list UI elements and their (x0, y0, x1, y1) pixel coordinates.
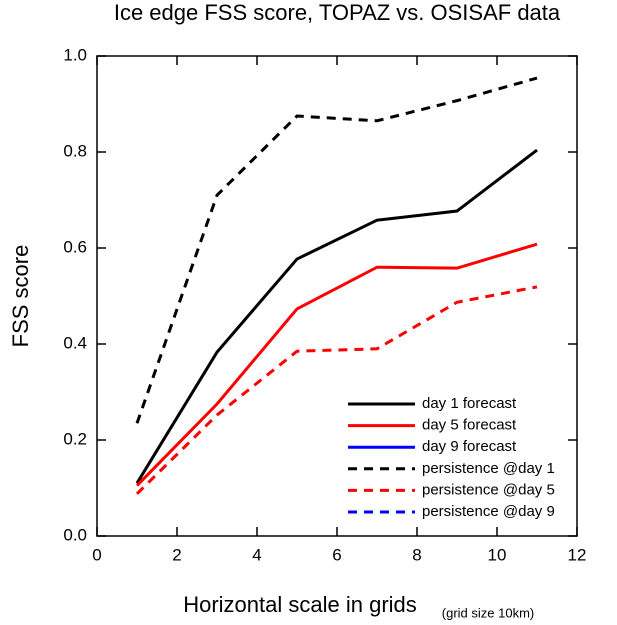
y-tick-label: 1.0 (63, 45, 87, 64)
series-line (135, 285, 538, 495)
x-tick-label: 12 (568, 545, 587, 564)
y-tick-label: 0.0 (63, 525, 87, 544)
x-tick-label: 6 (332, 545, 341, 564)
legend-label: persistence @day 9 (422, 503, 555, 520)
x-tick-label: 4 (252, 545, 261, 564)
x-axis-label: Horizontal scale in grids (183, 592, 417, 617)
series-line (135, 148, 538, 484)
x-tick-label: 8 (412, 545, 421, 564)
x-axis-note: (grid size 10km) (442, 605, 534, 620)
y-axis-label: FSS score (8, 245, 33, 348)
legend-label: persistence @day 1 (422, 460, 555, 477)
x-tick-label: 10 (488, 545, 507, 564)
legend-label: day 9 forecast (422, 438, 517, 455)
legend-label: day 1 forecast (422, 395, 517, 412)
x-tick-label: 2 (172, 545, 181, 564)
legend-label: day 5 forecast (422, 417, 517, 434)
y-tick-label: 0.2 (63, 429, 87, 448)
series-line (135, 242, 538, 487)
chart-title: Ice edge FSS score, TOPAZ vs. OSISAF dat… (114, 0, 561, 25)
legend-label: persistence @day 5 (422, 481, 555, 498)
y-tick-label: 0.8 (63, 141, 87, 160)
y-tick-label: 0.4 (63, 333, 87, 352)
series-line (135, 76, 538, 424)
y-tick-label: 0.6 (63, 237, 87, 256)
x-tick-label: 0 (92, 545, 101, 564)
